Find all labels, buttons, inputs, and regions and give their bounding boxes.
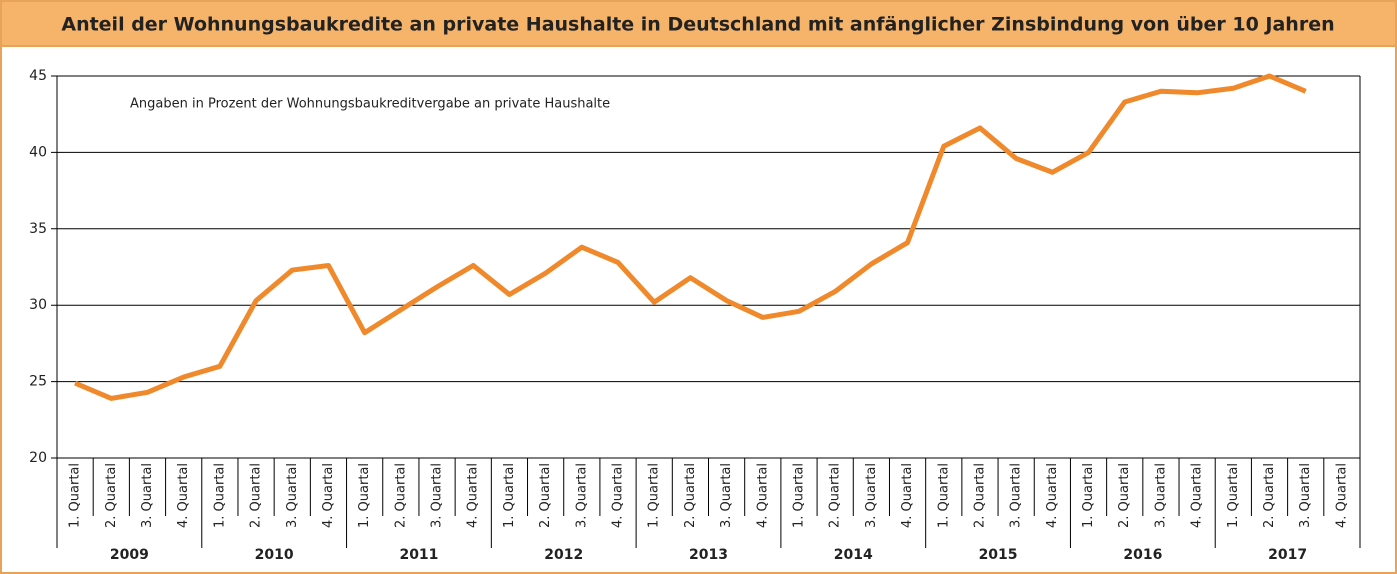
x-tick-label: 3. Quartal [719, 463, 734, 528]
data-line [74, 73, 1307, 401]
year-label: 2009 [110, 547, 149, 563]
y-tick-label: 45 [29, 68, 47, 84]
x-tick-label: 2. Quartal [1117, 463, 1132, 528]
x-tick-label: 1. Quartal [647, 463, 662, 528]
x-tick-label: 2. Quartal [683, 463, 698, 528]
x-tick-label: 3. Quartal [285, 463, 300, 528]
x-tick-label: 4. Quartal [1045, 463, 1060, 528]
year-label: 2010 [255, 547, 294, 563]
x-tick-label: 4. Quartal [611, 463, 626, 528]
year-label: 2016 [1123, 547, 1162, 563]
year-label: 2012 [544, 547, 583, 563]
year-label: 2017 [1268, 547, 1307, 563]
y-tick-label: 35 [29, 221, 47, 237]
x-tick-label: 2. Quartal [538, 463, 553, 528]
x-tick-label: 1. Quartal [1226, 463, 1241, 528]
x-tick-label: 2. Quartal [393, 463, 408, 528]
x-tick-label: 2. Quartal [104, 463, 119, 528]
x-tick-label: 3. Quartal [574, 463, 589, 528]
y-tick-label: 25 [29, 374, 47, 390]
y-tick-label: 40 [29, 144, 47, 160]
x-tick-label: 4. Quartal [176, 463, 191, 528]
x-tick-label: 3. Quartal [1153, 463, 1168, 528]
x-tick-label: 3. Quartal [864, 463, 879, 528]
x-tick-label: 2. Quartal [249, 463, 264, 528]
x-tick-label: 1. Quartal [936, 463, 951, 528]
year-label: 2011 [399, 547, 438, 563]
x-tick-label: 3. Quartal [1298, 463, 1313, 528]
x-tick-label: 1. Quartal [68, 463, 83, 528]
x-tick-label: 2. Quartal [1262, 463, 1277, 528]
x-tick-label: 4. Quartal [900, 463, 915, 528]
x-tick-label: 1. Quartal [212, 463, 227, 528]
x-tick-label: 3. Quartal [140, 463, 155, 528]
title-banner [2, 2, 1395, 46]
x-tick-label: 4. Quartal [466, 463, 481, 528]
x-tick-label: 1. Quartal [357, 463, 372, 528]
x-tick-label: 2. Quartal [828, 463, 843, 528]
x-tick-label: 4. Quartal [1190, 463, 1205, 528]
y-tick-label: 20 [29, 450, 47, 466]
year-label: 2014 [834, 547, 873, 563]
x-tick-label: 3. Quartal [1009, 463, 1024, 528]
year-label: 2013 [689, 547, 728, 563]
x-tick-label: 1. Quartal [502, 463, 517, 528]
x-tick-label: 4. Quartal [1334, 463, 1349, 528]
x-tick-label: 3. Quartal [430, 463, 445, 528]
y-tick-label: 30 [29, 297, 47, 313]
x-tick-label: 2. Quartal [972, 463, 987, 528]
x-tick-label: 1. Quartal [1081, 463, 1096, 528]
chart-title: Anteil der Wohnungsbaukredite an private… [61, 14, 1334, 36]
year-label: 2015 [979, 547, 1018, 563]
subtitle: Angaben in Prozent der Wohnungsbaukredit… [130, 97, 610, 112]
x-tick-label: 4. Quartal [321, 463, 336, 528]
x-tick-label: 1. Quartal [791, 463, 806, 528]
x-tick-label: 4. Quartal [755, 463, 770, 528]
